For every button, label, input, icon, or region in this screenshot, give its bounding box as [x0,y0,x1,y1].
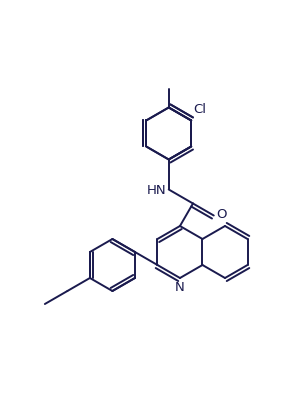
Text: HN: HN [147,184,167,197]
Text: Cl: Cl [193,104,206,117]
Text: N: N [175,281,185,294]
Text: O: O [216,208,226,221]
